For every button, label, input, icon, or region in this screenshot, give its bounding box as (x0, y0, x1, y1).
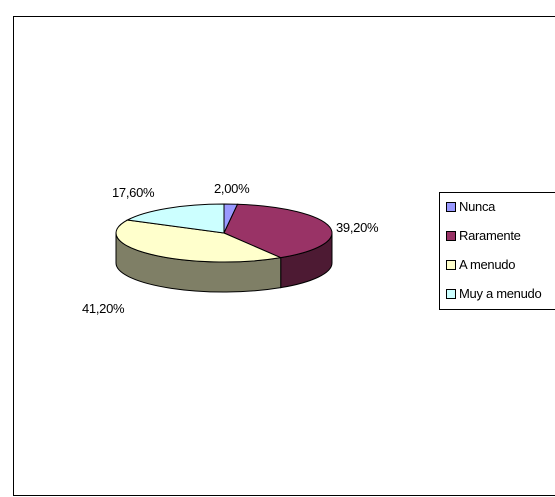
legend-item-a-menudo: A menudo (446, 257, 515, 273)
legend-swatch-a-menudo (446, 259, 456, 270)
slice-a-menudo (115, 219, 283, 263)
legend-label: Nunca (459, 199, 496, 214)
slice-muy-a-menudo (125, 203, 225, 234)
legend-swatch-raramente (446, 230, 456, 241)
legend-item-raramente: Raramente (446, 228, 521, 244)
legend-label: A menudo (459, 257, 516, 272)
legend: Nunca Raramente A menudo Muy a menudo (439, 192, 555, 310)
legend-swatch-muy-a-menudo (446, 288, 456, 299)
legend-label: Raramente (459, 228, 521, 243)
slice-label-nunca: 2,00% (214, 181, 250, 196)
slice-label-a-menudo: 41,20% (82, 301, 125, 316)
slice-label-raramente: 39,20% (336, 220, 379, 235)
legend-swatch-nunca (446, 201, 456, 212)
legend-item-muy-a-menudo: Muy a menudo (446, 286, 542, 302)
slice-label-muy-a-menudo: 17,60% (112, 185, 155, 200)
pie-chart: 2,00% 39,20% 41,20% 17,60% (82, 181, 379, 316)
legend-label: Muy a menudo (459, 286, 542, 301)
legend-item-nunca: Nunca (446, 199, 495, 215)
